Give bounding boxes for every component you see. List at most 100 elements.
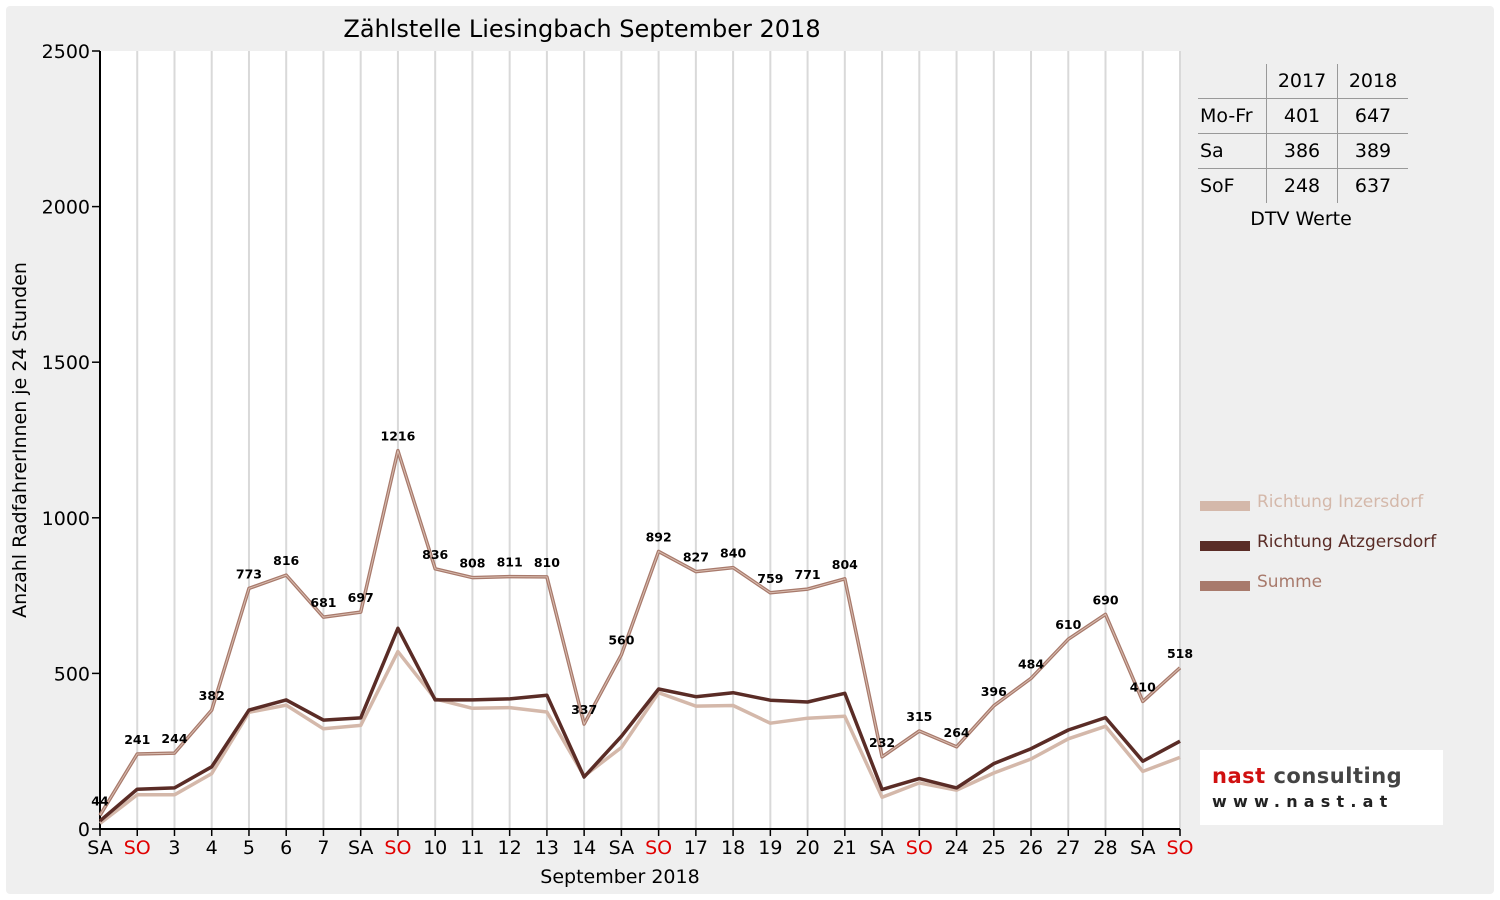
series-line-highlight bbox=[99, 450, 1181, 816]
data-label: 690 bbox=[1092, 592, 1118, 607]
x-tick-label: SO bbox=[1166, 837, 1193, 859]
y-tick-label: 500 bbox=[54, 663, 90, 685]
data-label: 836 bbox=[422, 547, 448, 562]
dtv-value-2017: 401 bbox=[1266, 98, 1338, 134]
dtv-header-2017: 2017 bbox=[1266, 64, 1338, 99]
data-label: 382 bbox=[199, 688, 225, 703]
data-label: 773 bbox=[236, 566, 262, 581]
dtv-row-label: Mo-Fr bbox=[1198, 98, 1267, 134]
x-tick-label: 28 bbox=[1093, 837, 1117, 859]
legend-label: Summe bbox=[1257, 572, 1323, 592]
chart-title: Zählstelle Liesingbach September 2018 bbox=[343, 15, 820, 43]
x-tick-label: SA bbox=[87, 837, 112, 859]
series-line bbox=[98, 626, 1181, 823]
x-tick-label: 27 bbox=[1056, 837, 1080, 859]
dtv-row-label: SoF bbox=[1198, 168, 1267, 203]
x-tick-label: 10 bbox=[423, 837, 447, 859]
x-tick-label: 20 bbox=[795, 837, 819, 859]
x-tick-label: SA bbox=[348, 837, 373, 859]
data-label: 810 bbox=[534, 555, 560, 570]
dtv-header-row: 2017 2018 bbox=[1198, 64, 1408, 99]
x-tick-label: SO bbox=[906, 837, 933, 859]
data-label: 681 bbox=[310, 595, 336, 610]
x-tick-label: 24 bbox=[944, 837, 968, 859]
data-label: 315 bbox=[906, 709, 932, 724]
x-tick-label: SO bbox=[124, 837, 151, 859]
dtv-value-2018: 389 bbox=[1337, 133, 1408, 169]
logo-url: www.nast.at bbox=[1212, 792, 1394, 811]
x-tick-label: 17 bbox=[684, 837, 708, 859]
data-label: 771 bbox=[795, 567, 821, 582]
data-label: 804 bbox=[832, 557, 858, 572]
x-tick-label: 19 bbox=[758, 837, 782, 859]
x-tick-label: SA bbox=[1130, 837, 1155, 859]
x-tick-label: SO bbox=[384, 837, 411, 859]
x-axis-title: September 2018 bbox=[540, 866, 699, 888]
dtv-row-sof: SoF 248 637 bbox=[1198, 168, 1408, 203]
x-tick-label: 14 bbox=[572, 837, 596, 859]
data-label: 518 bbox=[1167, 646, 1193, 661]
logo-name: nast consulting bbox=[1212, 764, 1402, 788]
data-label: 610 bbox=[1055, 617, 1081, 632]
dtv-caption: DTV Werte bbox=[1250, 208, 1352, 230]
dtv-value-2017: 248 bbox=[1266, 168, 1338, 203]
dtv-value-2017: 386 bbox=[1266, 133, 1338, 169]
data-label: 337 bbox=[571, 702, 597, 717]
dtv-row-mofr: Mo-Fr 401 647 bbox=[1198, 98, 1408, 134]
y-tick-label: 0 bbox=[78, 819, 90, 841]
data-label: 892 bbox=[646, 529, 672, 544]
data-label: 1216 bbox=[381, 429, 416, 444]
data-label: 759 bbox=[757, 571, 783, 586]
legend-label: Richtung Inzersdorf bbox=[1257, 492, 1424, 512]
legend-swatch bbox=[1200, 541, 1250, 551]
data-label: 560 bbox=[608, 633, 634, 648]
x-tick-label: 25 bbox=[982, 837, 1006, 859]
dtv-table: 2017 2018 Mo-Fr 401 647 Sa 386 389 SoF 2… bbox=[1198, 64, 1408, 203]
dtv-header-empty bbox=[1198, 64, 1267, 99]
data-label: 840 bbox=[720, 546, 746, 561]
x-tick-label: SA bbox=[609, 837, 634, 859]
data-label: 396 bbox=[981, 684, 1007, 699]
logo-name-part2: consulting bbox=[1265, 764, 1403, 788]
data-label: 808 bbox=[459, 556, 485, 571]
y-axis-title: Anzahl RadfahrerInnen je 24 Stunden bbox=[9, 262, 31, 618]
x-tick-label: 7 bbox=[317, 837, 329, 859]
x-tick-label: 11 bbox=[460, 837, 484, 859]
data-label: 827 bbox=[683, 550, 709, 565]
x-tick-label: 21 bbox=[833, 837, 857, 859]
logo-name-part1: nast bbox=[1212, 764, 1266, 788]
data-label: 484 bbox=[1018, 656, 1044, 671]
y-tick-label: 2500 bbox=[42, 41, 90, 63]
x-tick-label: 3 bbox=[168, 837, 180, 859]
y-tick-label: 1000 bbox=[42, 508, 90, 530]
y-tick-label: 1500 bbox=[42, 352, 90, 374]
legend-swatch bbox=[1200, 581, 1250, 591]
data-label: 816 bbox=[273, 553, 299, 568]
data-label: 410 bbox=[1130, 679, 1156, 694]
series-line bbox=[98, 649, 1181, 825]
x-tick-label: 4 bbox=[206, 837, 218, 859]
dtv-value-2018: 637 bbox=[1354, 175, 1392, 197]
legend-label: Richtung Atzgersdorf bbox=[1257, 532, 1437, 552]
legend-swatch bbox=[1200, 501, 1250, 511]
data-label: 244 bbox=[161, 731, 187, 746]
x-tick-label: 13 bbox=[535, 837, 559, 859]
data-label: 241 bbox=[124, 732, 150, 747]
data-label: 264 bbox=[944, 725, 970, 740]
x-tick-label: 12 bbox=[498, 837, 522, 859]
x-tick-label: 6 bbox=[280, 837, 292, 859]
x-tick-label: 5 bbox=[243, 837, 255, 859]
data-label: 232 bbox=[869, 735, 895, 750]
data-label: 44 bbox=[91, 793, 109, 808]
y-tick-label: 2000 bbox=[42, 197, 90, 219]
company-logo: nast consulting www.nast.at bbox=[1200, 750, 1443, 825]
x-tick-label: SA bbox=[869, 837, 894, 859]
dtv-value-2018: 647 bbox=[1337, 98, 1408, 134]
dtv-row-label: Sa bbox=[1198, 133, 1267, 169]
dtv-row-sa: Sa 386 389 bbox=[1198, 133, 1408, 169]
dtv-header-2018: 2018 bbox=[1337, 64, 1408, 99]
data-label: 697 bbox=[348, 590, 374, 605]
x-tick-label: 18 bbox=[721, 837, 745, 859]
data-label: 811 bbox=[497, 555, 523, 570]
